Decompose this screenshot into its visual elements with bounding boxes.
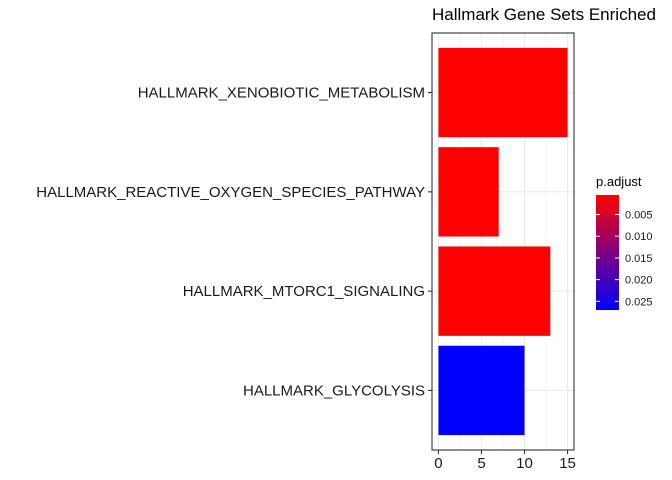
legend-tick-label: 0.015 bbox=[625, 253, 653, 265]
y-tick-label: HALLMARK_REACTIVE_OXYGEN_SPECIES_PATHWAY bbox=[36, 184, 425, 201]
legend-tick-label: 0.025 bbox=[625, 296, 653, 308]
legend-tick-label: 0.010 bbox=[625, 231, 653, 243]
y-tick-label: HALLMARK_XENOBIOTIC_METABOLISM bbox=[138, 85, 425, 102]
plot-area: HALLMARK_XENOBIOTIC_METABOLISM HALLMARK_R… bbox=[36, 32, 576, 472]
x-tick-label: 5 bbox=[477, 455, 485, 472]
legend-tick-label: 0.005 bbox=[625, 210, 653, 222]
legend-title: p.adjust bbox=[596, 174, 642, 189]
bar bbox=[438, 246, 551, 336]
y-tick-label: HALLMARK_MTORC1_SIGNALING bbox=[183, 283, 425, 300]
x-tick-label: 10 bbox=[516, 455, 533, 472]
y-tick-label: HALLMARK_GLYCOLYSIS bbox=[243, 382, 425, 399]
bar bbox=[438, 147, 499, 237]
chart-title: Hallmark Gene Sets Enriched bbox=[432, 5, 656, 24]
x-tick-label: 0 bbox=[434, 455, 442, 472]
bar bbox=[438, 47, 568, 138]
legend-colorbar bbox=[596, 195, 619, 310]
legend: p.adjust 0.005 0.010 0.015 0.020 0.025 bbox=[596, 174, 653, 310]
legend-tick-label: 0.020 bbox=[625, 275, 653, 287]
panel-border bbox=[431, 32, 575, 451]
bar bbox=[438, 345, 525, 436]
x-tick-label: 15 bbox=[559, 455, 576, 472]
